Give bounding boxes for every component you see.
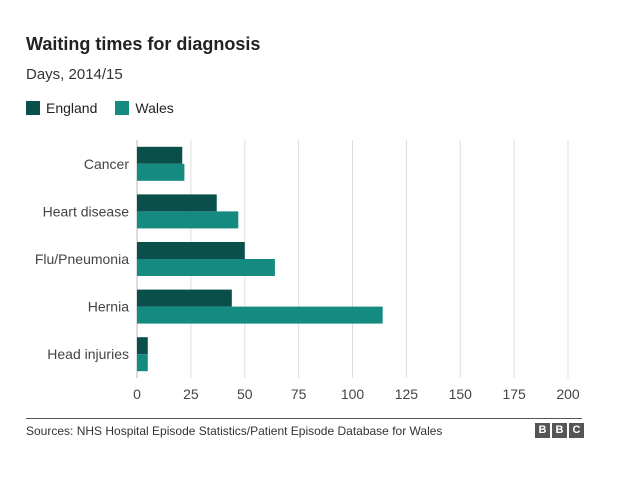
bar-england	[137, 242, 245, 259]
bar-wales	[137, 354, 148, 372]
bar-wales	[137, 259, 275, 276]
bar-england	[137, 337, 148, 355]
x-tick-label: 150	[449, 386, 473, 402]
x-tick-label: 100	[341, 386, 365, 402]
x-tick-label: 0	[133, 386, 141, 402]
x-tick-label: 25	[183, 386, 199, 402]
bar-wales	[137, 163, 185, 181]
legend-item-wales: Wales	[115, 100, 174, 116]
bbc-logo-letter: B	[535, 423, 550, 438]
source-note: Sources: NHS Hospital Episode Statistics…	[26, 424, 443, 438]
bar-england	[137, 194, 217, 212]
legend-swatch-england	[26, 101, 40, 115]
legend-label-england: England	[46, 100, 98, 116]
chart-legend: England Wales	[26, 100, 192, 116]
x-tick-label: 200	[556, 386, 580, 402]
category-label: Flu/Pneumonia	[35, 251, 129, 267]
legend-label-wales: Wales	[135, 100, 174, 116]
bbc-logo-letter: C	[569, 423, 584, 438]
bbc-logo-letter: B	[552, 423, 567, 438]
legend-item-england: England	[26, 100, 97, 116]
bar-wales	[137, 306, 383, 324]
legend-swatch-wales	[115, 101, 130, 115]
category-label: Hernia	[88, 299, 129, 315]
x-tick-label: 75	[291, 386, 307, 402]
bar-england	[137, 289, 232, 307]
footer-divider	[26, 418, 582, 419]
x-tick-label: 125	[395, 386, 419, 402]
category-label: Heart disease	[43, 203, 130, 219]
category-label: Head injuries	[47, 346, 129, 362]
bbc-logo: B B C	[533, 423, 584, 438]
bar-england	[137, 146, 183, 164]
chart-subtitle: Days, 2014/15	[26, 66, 123, 83]
x-tick-label: 50	[237, 386, 253, 402]
category-label: Cancer	[84, 156, 129, 172]
chart-title: Waiting times for diagnosis	[26, 34, 261, 54]
x-tick-label: 175	[502, 386, 526, 402]
bar-wales	[137, 211, 239, 229]
